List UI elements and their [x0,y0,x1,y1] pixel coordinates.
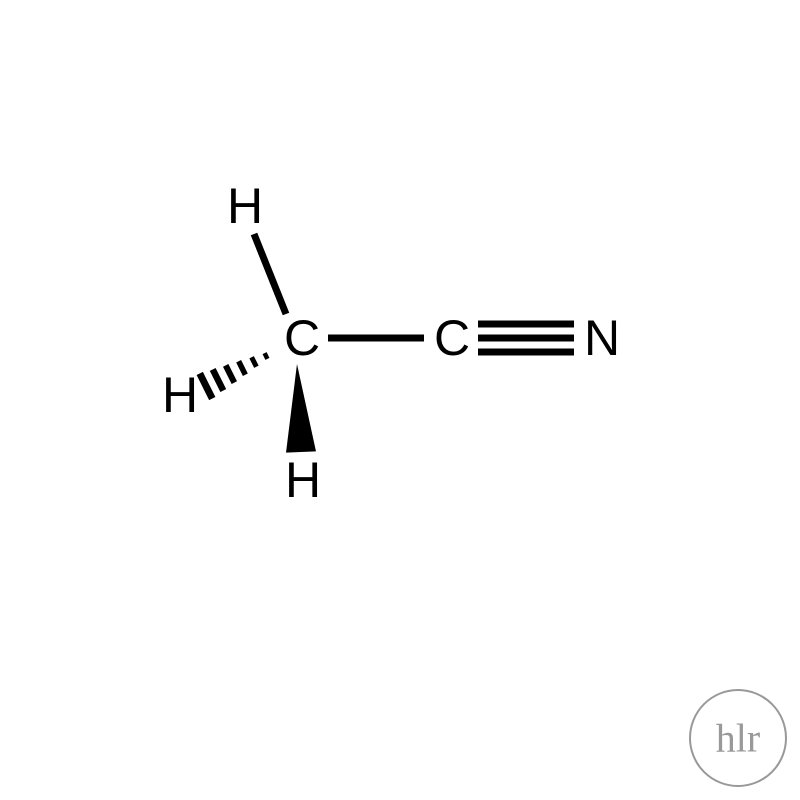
atom-label-c2: C [434,313,470,363]
atom-label-h1: H [227,181,263,231]
atom-label-n: N [584,313,620,363]
atom-label-c1: C [284,313,320,363]
molecule-canvas: C C N H H H hlr [0,0,800,800]
watermark-text: hlr [716,716,760,761]
atom-label-h3: H [285,455,321,505]
watermark-logo: hlr [678,678,798,798]
atom-label-h2: H [162,370,198,420]
